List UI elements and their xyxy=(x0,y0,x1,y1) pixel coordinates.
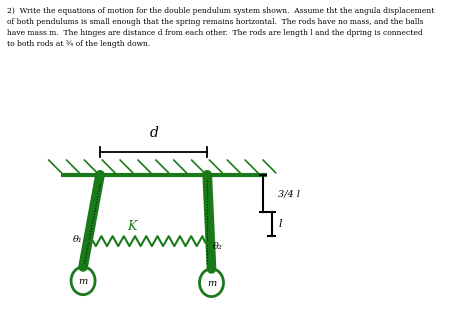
Text: m: m xyxy=(79,277,88,286)
Text: of both pendulums is small enough that the spring remains horizontal.  The rods : of both pendulums is small enough that t… xyxy=(7,18,423,26)
Text: 2)  Write the equations of motion for the double pendulum system shown.  Assume : 2) Write the equations of motion for the… xyxy=(7,7,434,15)
Text: d: d xyxy=(150,126,158,140)
Text: l: l xyxy=(278,219,282,229)
Text: 3/4 l: 3/4 l xyxy=(278,189,301,198)
Text: m: m xyxy=(207,279,216,288)
Text: θ₂: θ₂ xyxy=(213,242,223,251)
Text: have mass m.  The hinges are distance d from each other.  The rods are length l : have mass m. The hinges are distance d f… xyxy=(7,29,422,37)
Text: to both rods at ¾ of the length down.: to both rods at ¾ of the length down. xyxy=(7,40,150,48)
Text: θ₁: θ₁ xyxy=(73,235,82,244)
Text: K: K xyxy=(127,221,137,233)
